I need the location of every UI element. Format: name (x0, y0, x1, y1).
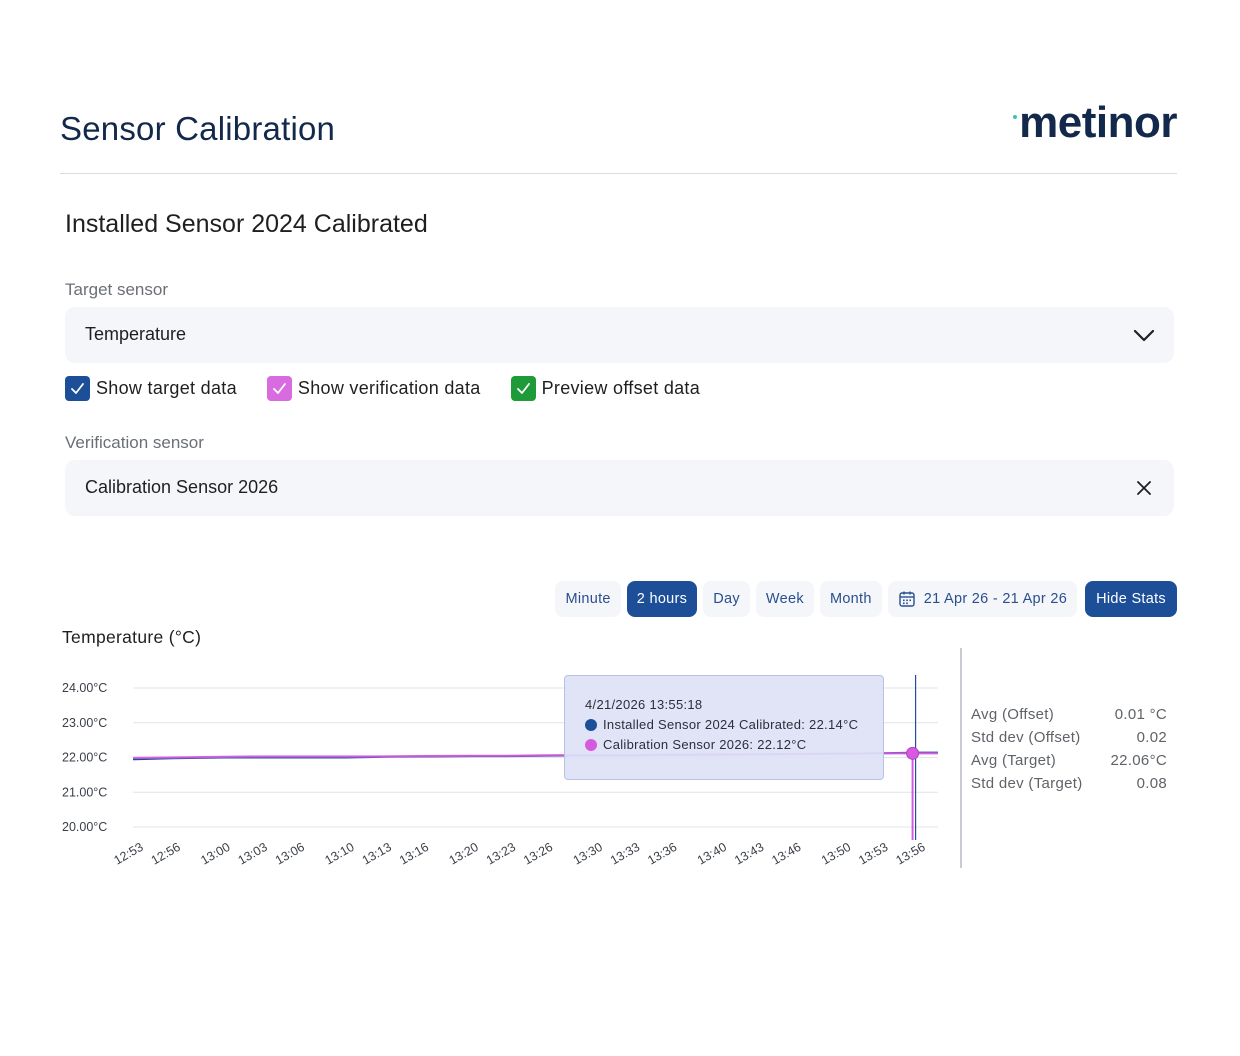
target-sensor-label: Target sensor (65, 280, 168, 299)
verification-sensor-select[interactable]: Calibration Sensor 2026 (65, 460, 1174, 516)
range-week-button[interactable]: Week (755, 581, 814, 617)
show-verification-checkbox[interactable]: Show verification data (266, 376, 481, 401)
range-day-button[interactable]: Day (703, 581, 750, 617)
x-tick-label: 13:20 (447, 840, 481, 868)
y-tick-label: 22.00°C (62, 751, 107, 765)
x-tick-label: 13:00 (198, 840, 232, 868)
stats-divider (960, 648, 962, 868)
hide-stats-button[interactable]: Hide Stats (1085, 581, 1177, 617)
checkbox-group: Show target data Show verification data … (65, 376, 700, 401)
x-tick-label: 13:40 (695, 840, 729, 868)
range-minute-button[interactable]: Minute (555, 581, 621, 617)
x-tick-label: 13:33 (608, 840, 642, 868)
x-tick-label: 13:46 (769, 840, 803, 868)
stat-row: Std dev (Offset) 0.02 (971, 729, 1167, 746)
y-tick-label: 24.00°C (62, 681, 107, 695)
chevron-down-icon[interactable] (1132, 323, 1156, 347)
y-tick-label: 23.00°C (62, 716, 107, 730)
close-icon[interactable] (1132, 476, 1156, 500)
cursor-point (906, 746, 920, 760)
x-tick-label: 13:43 (732, 840, 766, 868)
date-range-button[interactable]: 21 Apr 26 - 21 Apr 26 (887, 581, 1078, 617)
x-tick-label: 12:53 (112, 840, 146, 868)
series-dot-icon (585, 718, 597, 731)
series-dot-icon (585, 738, 597, 751)
page-header: Sensor Calibration metinor (60, 96, 1177, 174)
calendar-icon (898, 590, 916, 608)
chart-title: Temperature (°C) (62, 627, 202, 647)
target-sensor-value: Temperature (85, 324, 187, 344)
page-title: Sensor Calibration (60, 110, 336, 147)
check-icon[interactable] (266, 376, 292, 401)
check-icon[interactable] (510, 376, 536, 401)
stats-panel: Avg (Offset) 0.01 °C Std dev (Offset) 0.02… (971, 706, 1167, 798)
x-tick-label: 13:50 (819, 840, 853, 868)
x-tick-label: 13:36 (645, 840, 679, 868)
logo-dot-icon (1013, 115, 1018, 119)
x-tick-label: 13:23 (484, 840, 518, 868)
x-tick-label: 13:10 (323, 840, 357, 868)
x-tick-label: 13:26 (521, 840, 555, 868)
x-tick-label: 12:56 (149, 840, 183, 868)
stat-row: Avg (Offset) 0.01 °C (971, 706, 1167, 723)
stat-row: Avg (Target) 22.06°C (971, 752, 1167, 769)
target-sensor-select[interactable]: Temperature (65, 307, 1174, 363)
check-icon[interactable] (65, 376, 90, 401)
stat-row: Std dev (Target) 0.08 (971, 775, 1167, 792)
y-tick-label: 21.00°C (62, 785, 107, 799)
range-month-button[interactable]: Month (819, 581, 882, 617)
chart-tooltip: 4/21/2026 13:55:18 Installed Sensor 2024… (564, 675, 884, 780)
x-tick-label: 13:03 (236, 840, 270, 868)
tooltip-timestamp: 4/21/2026 13:55:18 (585, 697, 703, 712)
x-tick-label: 13:56 (894, 840, 928, 868)
metinor-logo: metinor (1013, 98, 1177, 154)
card-title: Installed Sensor 2024 Calibrated (65, 210, 428, 238)
tooltip-row-installed: Installed Sensor 2024 Calibrated: 22.14°… (585, 717, 883, 732)
tooltip-row-calibration: Calibration Sensor 2026: 22.12°C (585, 737, 883, 752)
x-tick-label: 13:30 (571, 840, 605, 868)
range-toolbar: Minute 2 hours Day Week Month 21 Apr 26 … (555, 581, 1177, 617)
y-tick-label: 20.00°C (62, 820, 107, 834)
x-tick-label: 13:06 (273, 840, 307, 868)
show-target-checkbox[interactable]: Show target data (65, 376, 237, 401)
x-tick-label: 13:53 (856, 840, 890, 868)
x-tick-label: 13:16 (397, 840, 431, 868)
preview-offset-checkbox[interactable]: Preview offset data (510, 376, 700, 401)
x-tick-label: 13:13 (360, 840, 394, 868)
verification-sensor-value: Calibration Sensor 2026 (85, 477, 279, 497)
verification-sensor-label: Verification sensor (65, 433, 204, 452)
range-2hours-button[interactable]: 2 hours (626, 581, 698, 617)
